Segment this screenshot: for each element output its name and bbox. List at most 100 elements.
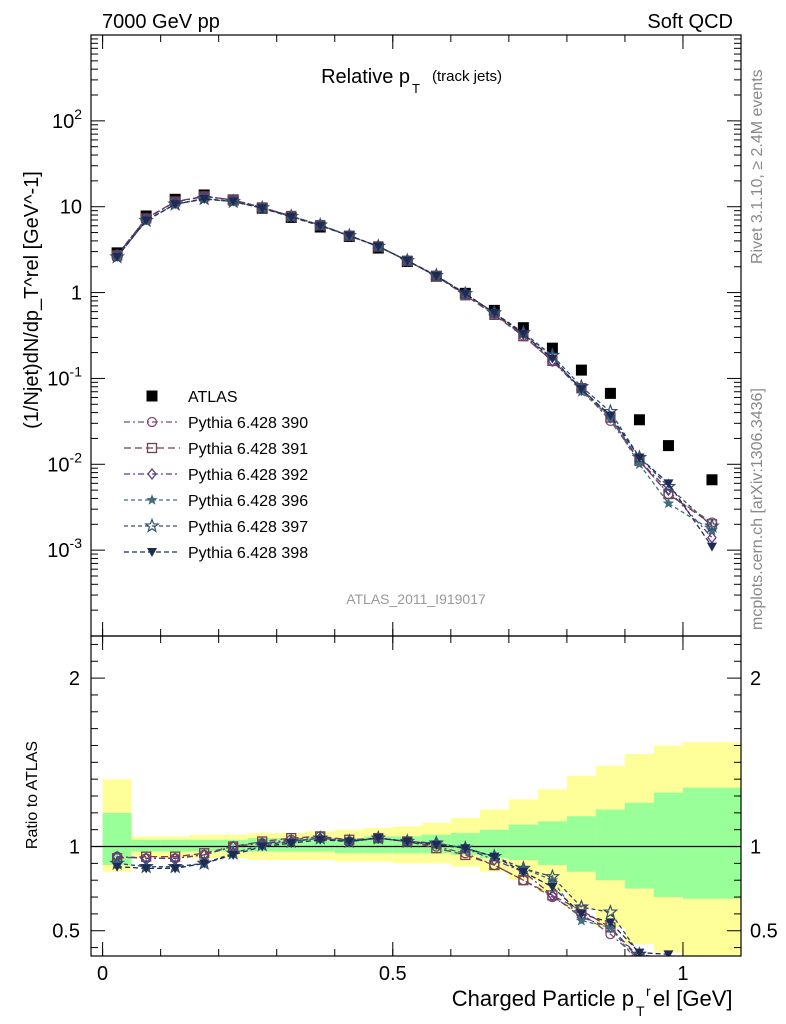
data-point [373,242,384,252]
analysis-id: ATLAS_2011_I919017 [346,591,486,607]
data-point [518,329,529,339]
ratio-panel: 0.5 0.5 1 1 2 2 0 0.5 1 Ratio to ATLAS Charged P… [24,635,778,1019]
legend-marker [146,494,158,505]
main-title-subscript: T [412,81,420,96]
band-segment [653,792,683,898]
ratio-point [286,839,297,849]
data-point [141,216,152,226]
legend-marker [147,548,157,557]
ratio-point [315,835,326,845]
legend-label: Pythia 6.428 396 [188,493,308,510]
header-right: Soft QCD [647,11,733,33]
legend-label: Pythia 6.428 392 [188,467,308,484]
legend-label: Pythia 6.428 397 [188,519,308,536]
data-point [431,271,442,281]
ratio-point [344,837,355,847]
main-title-note: (track jets) [432,68,502,85]
ratio-point [664,959,672,969]
y-tick-label: 102 [52,106,82,133]
x-tick-label: 0 [97,963,108,985]
data-point [706,474,718,486]
series-line [116,195,713,539]
data-point [662,440,674,452]
y-tick-label: 10-2 [47,449,82,476]
legend-entry-pythia-6-428-392: Pythia 6.428 392 [124,467,308,484]
data-point [575,364,587,376]
data-point [344,231,355,241]
main-title: Relative p [321,66,410,88]
band-segment [305,838,335,852]
ratio-point [431,840,442,850]
band-segment [595,809,625,881]
data-point [286,212,297,222]
data-point [633,414,645,426]
data-point [633,458,646,470]
data-point [402,256,413,266]
data-point [634,453,645,463]
ratio-point [547,882,558,892]
series-pythia-6-428-392 [112,190,717,544]
ratio-point [707,960,716,969]
legend-entry-atlas: ATLAS [146,389,238,406]
ratio-point [199,859,210,869]
ratio-point [547,889,558,902]
ratio-series-pythia-6-428-398 [112,834,674,956]
main-axis-ticks: 10-3 10-2 10-1 1 10 102 [47,34,742,637]
data-point [704,517,720,533]
ratio-point [112,862,123,872]
band-segment [566,816,596,872]
legend-entry-pythia-6-428-396: Pythia 6.428 396 [124,493,308,510]
ratio-y-tick-label-right: 0.5 [750,921,778,943]
ratio-point [544,868,561,884]
ratio-point [634,958,645,969]
band-segment [508,824,538,860]
y-tick-label: 1 [71,283,82,305]
xlabel-superscript: r [646,983,651,999]
ratio-point [170,864,181,874]
legend-entry-pythia-6-428-391: Pythia 6.428 391 [124,441,308,458]
ratio-ylabel: Ratio to ATLAS [24,741,41,849]
ratio-y-tick-label-left: 1 [69,837,80,859]
ratio-axis-ticks: 0.5 0.5 1 1 2 2 0 0.5 1 [52,636,778,985]
ratio-point [706,965,717,976]
legend-entry-pythia-6-428-390: Pythia 6.428 390 [124,415,308,432]
data-point [706,542,717,552]
ratio-point [373,834,384,844]
ratio-point [602,903,619,919]
ratio-point [460,844,471,854]
x-tick-label: 0.5 [379,963,407,985]
legend-label: Pythia 6.428 391 [188,441,308,458]
legend-marker [146,416,158,428]
ratio-point [141,864,152,874]
legend-marker [146,390,158,402]
xlabel-main: Charged Particle p [452,986,634,1011]
band-segment [131,839,161,852]
ratio-point [634,948,645,956]
ratio-point [708,975,716,985]
y-tick-label: 10 [60,197,82,219]
data-point [662,497,675,509]
ratio-line [117,837,672,956]
main-ylabel: (1/Njet)dN/dp_T^rel [GeV^-1] [21,171,43,429]
band-segment [537,821,567,866]
data-point [315,221,326,231]
ratio-point [489,852,500,862]
ratio-y-tick-label-right: 1 [750,837,761,859]
xlabel: Charged Particle p T r el [GeV] [452,983,733,1019]
ratio-line [117,835,637,956]
rivet-label: Rivet 3.1.10, ≥ 2.4M events [749,69,766,264]
ratio-point [663,974,675,985]
data-point [660,478,677,494]
band-segment [682,787,741,899]
band-segment [189,839,219,852]
data-point [228,197,239,207]
ratio-point [710,955,713,956]
data-point [576,385,587,395]
legend-label: Pythia 6.428 390 [188,415,308,432]
data-point [489,308,500,318]
ratio-point [605,918,616,928]
ratio-point [706,960,718,972]
xlabel-subscript: T [636,1003,645,1019]
main-panel: 10-3 10-2 10-1 1 10 102 Relative p T (track j… [21,34,742,637]
